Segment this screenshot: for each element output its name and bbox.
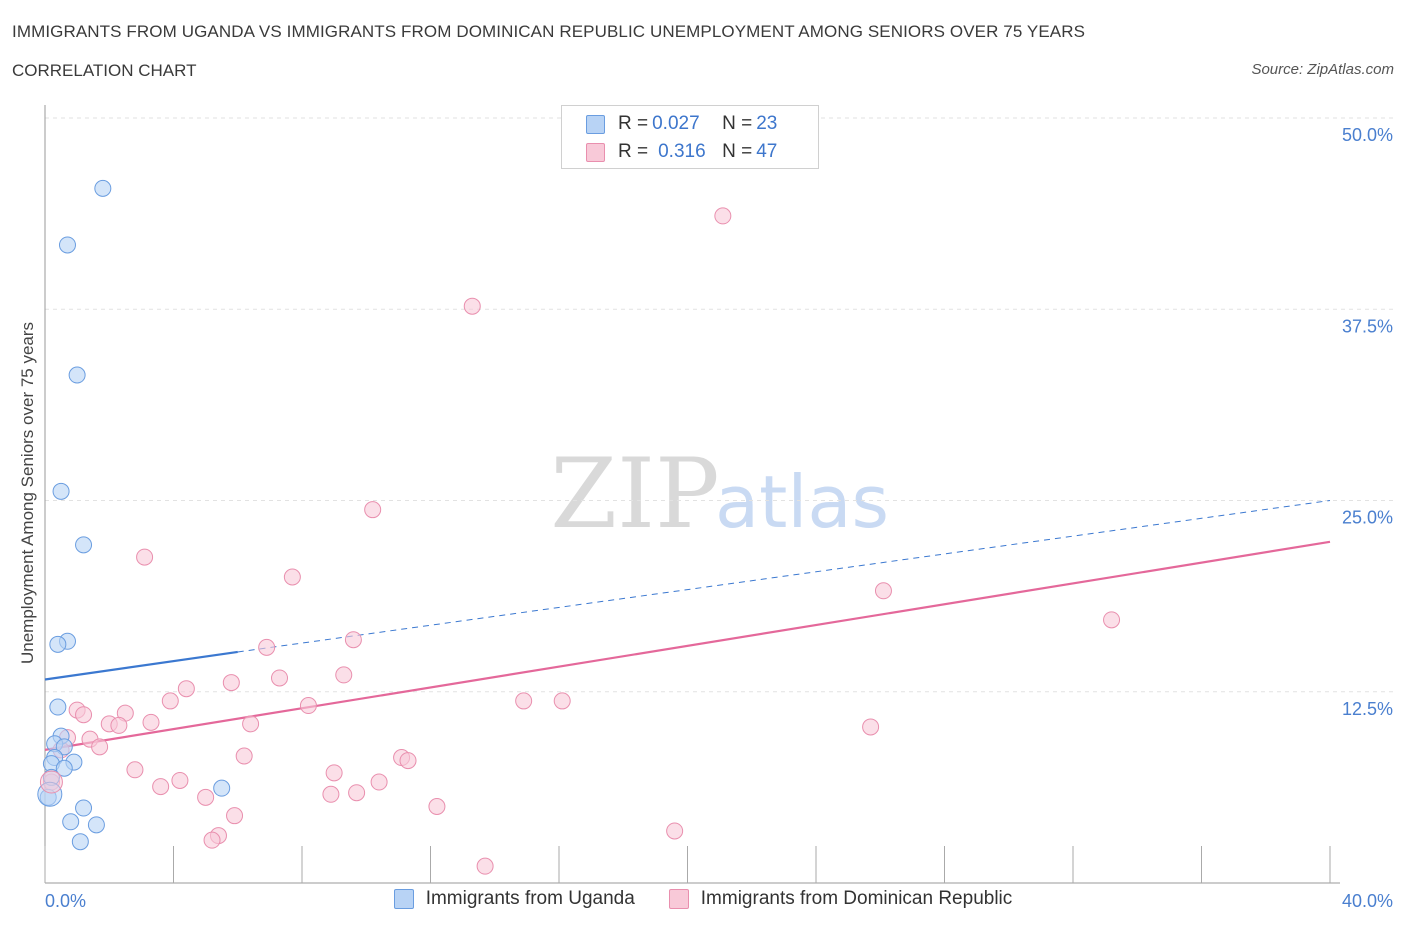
dominican-point <box>335 666 353 684</box>
x-tick-label-min: 0.0% <box>45 891 86 911</box>
legend-item-dominican: Immigrants from Dominican Republic <box>668 888 1013 910</box>
legend-r-label: R = <box>618 141 649 162</box>
dominican-point <box>299 697 317 715</box>
dominican-swatch <box>586 142 605 162</box>
legend-n-label: N = <box>722 141 753 162</box>
dominican-point <box>222 674 240 692</box>
uganda-point <box>75 799 93 817</box>
y-tick-label: 25.0% <box>1342 508 1393 528</box>
dominican-point <box>553 692 571 710</box>
dominican-point <box>428 798 446 815</box>
uganda-point <box>62 813 80 831</box>
dominican-point <box>1103 611 1121 629</box>
dominican-point-large <box>39 770 63 794</box>
uganda-point <box>52 482 70 500</box>
uganda-point <box>68 366 86 384</box>
legend-r-label: R = <box>618 113 649 134</box>
uganda-point <box>55 759 73 777</box>
uganda-trend-line <box>44 650 238 681</box>
y-tick-label: 50.0% <box>1342 125 1393 145</box>
y-tick-label: 12.5% <box>1342 699 1393 719</box>
legend-n-value: 47 <box>756 141 778 162</box>
dominican-point <box>171 771 189 789</box>
watermark-zip: ZIP <box>550 438 719 550</box>
y-tick-label: 37.5% <box>1342 316 1393 336</box>
uganda-point <box>75 536 93 554</box>
correlation-legend: R = 0.027 N = 23 R = 0.316 N = 47 <box>561 105 819 169</box>
chart-title: IMMIGRANTS FROM UGANDA VS IMMIGRANTS FRO… <box>12 22 1086 41</box>
legend-row-uganda: R = 0.027 N = 23 <box>586 112 777 136</box>
dominican-point <box>325 764 343 782</box>
chart-subtitle: CORRELATION CHART <box>12 61 197 80</box>
uganda-legend-swatch <box>393 889 414 909</box>
dominican-trend-line <box>44 540 1331 751</box>
dominican-point <box>399 752 417 770</box>
uganda-point <box>213 779 231 797</box>
dominican-point <box>862 718 880 736</box>
dominican-point <box>152 778 170 796</box>
legend-row-dominican: R = 0.316 N = 47 <box>586 140 777 164</box>
dominican-point <box>322 785 340 803</box>
dominican-point <box>136 548 154 566</box>
uganda-point <box>58 236 76 254</box>
uganda-swatch <box>586 114 605 134</box>
dominican-point <box>348 784 366 802</box>
dominican-point <box>515 692 533 710</box>
series-legend: Immigrants from Uganda Immigrants from D… <box>0 888 1406 910</box>
data-points <box>37 179 1121 875</box>
dominican-point <box>235 747 253 765</box>
dominican-point <box>177 680 195 698</box>
legend-item-uganda: Immigrants from Uganda <box>393 888 635 910</box>
watermark-atlas: atlas <box>715 460 889 544</box>
trend-lines <box>44 500 1331 751</box>
dominican-point <box>126 761 144 779</box>
uganda-point <box>71 833 89 851</box>
dominican-legend-swatch <box>668 889 689 909</box>
axes <box>44 105 1340 884</box>
dominican-point <box>142 713 160 731</box>
y-tick-labels: 12.5% 25.0% 37.5% 50.0% <box>1342 125 1393 719</box>
dominican-point <box>110 716 128 734</box>
dominican-point <box>874 582 892 600</box>
source-label: Source: ZipAtlas.com <box>1251 61 1394 78</box>
dominican-point <box>476 857 494 875</box>
dominican-point <box>203 831 221 849</box>
dominican-point <box>91 738 109 756</box>
dominican-point <box>226 807 244 825</box>
dominican-point <box>364 501 382 519</box>
x-tick-label-max: 40.0% <box>1342 891 1393 911</box>
dominican-point <box>75 706 93 724</box>
dominican-point <box>344 631 362 649</box>
uganda-point <box>87 816 105 834</box>
uganda-point <box>49 698 67 716</box>
grid <box>45 117 1393 693</box>
dominican-point <box>666 822 684 840</box>
dominican-point <box>242 715 260 733</box>
dominican-point <box>197 788 215 806</box>
uganda-trend-extension <box>237 500 1331 653</box>
dominican-point <box>714 207 732 225</box>
legend-r-value: 0.316 <box>658 141 706 162</box>
uganda-point <box>49 635 67 653</box>
uganda-point <box>94 179 112 197</box>
dominican-point <box>463 297 481 315</box>
dominican-point <box>283 568 301 586</box>
uganda-point <box>55 738 73 756</box>
legend-label-dominican: Immigrants from Dominican Republic <box>700 888 1013 909</box>
legend-n-value: 23 <box>756 113 778 134</box>
dominican-point <box>258 638 276 656</box>
legend-label-uganda: Immigrants from Uganda <box>425 888 635 909</box>
legend-r-value: 0.027 <box>652 113 700 134</box>
dominican-point <box>271 669 289 687</box>
legend-n-label: N = <box>722 113 753 134</box>
dominican-point <box>161 692 179 710</box>
dominican-point <box>370 773 388 791</box>
